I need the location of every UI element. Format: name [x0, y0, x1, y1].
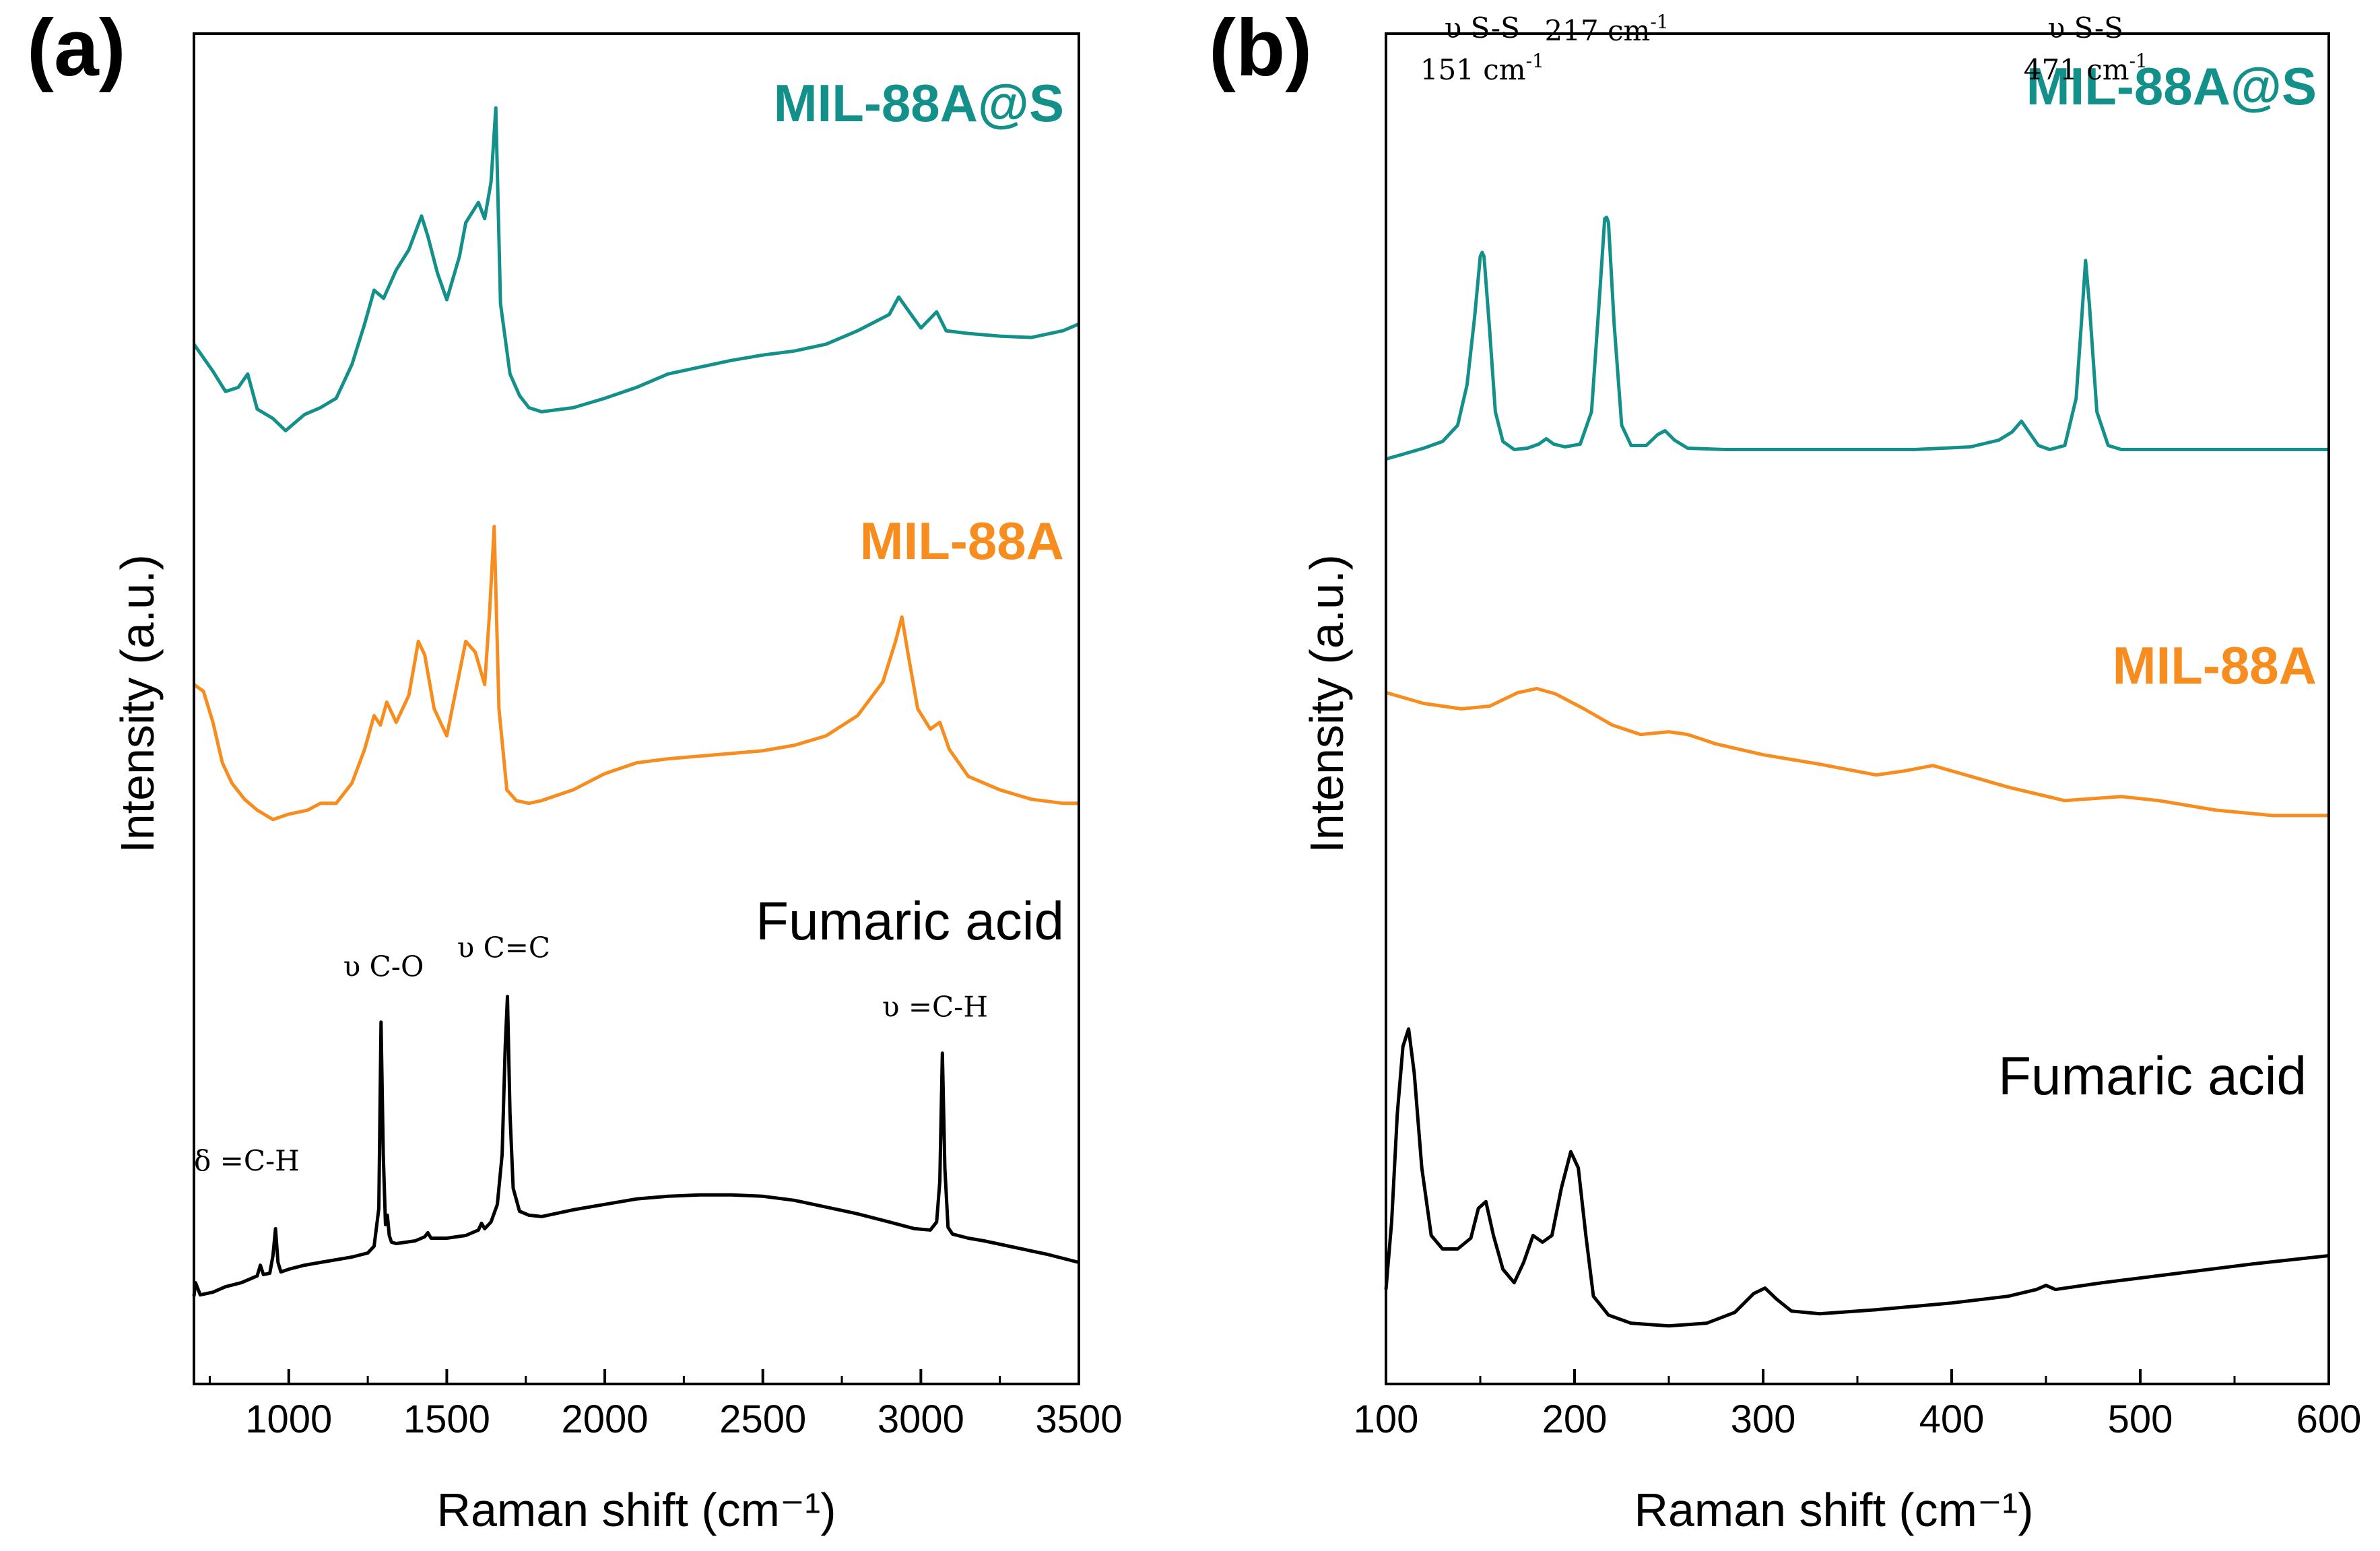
- panel-a-ticks-layer: 1000 1500 2000 2500 3000 3500: [208, 1369, 1123, 1441]
- series-line-mil-88a: [193, 525, 1079, 822]
- panel-b-ylabel: Intensity (a.u.): [1300, 554, 1353, 853]
- series-line-mil-88a: [1385, 686, 2329, 818]
- panel-b-letter: (b): [1209, 3, 1312, 93]
- peak-annotation: δ =C-H: [194, 1144, 300, 1177]
- peak-annotation: υ C=C: [457, 931, 550, 964]
- panel-b-series-layer: MIL-88A@S MIL-88A Fumaric acid: [1384, 57, 2329, 1328]
- panel-b-xlabel: Raman shift (cm⁻¹): [1634, 1484, 2033, 1536]
- x-tick-label: 3000: [878, 1397, 964, 1441]
- series-line-fumaric-acid: [1384, 1027, 2329, 1328]
- panel-a-xlabel: Raman shift (cm⁻¹): [436, 1484, 836, 1536]
- superscript: -1: [1650, 11, 1668, 33]
- series-line-mil-88a-s: [192, 106, 1080, 432]
- x-tick-label: 300: [1731, 1397, 1796, 1441]
- peak-annotation: υ =C-H: [882, 991, 988, 1024]
- peak-annotation-wavenumber: 151 cm-1: [1420, 50, 1544, 86]
- series-label-mil-88a: MIL-88A: [2113, 636, 2317, 695]
- x-tick-label: 500: [2108, 1397, 2173, 1441]
- panel-a: (a) Intensity (a.u.) Raman shift (cm⁻¹) …: [27, 3, 1123, 1536]
- panel-a-ylabel: Intensity (a.u.): [111, 554, 164, 853]
- x-tick-label: 1000: [245, 1397, 332, 1441]
- panel-b-ticks-layer: 100 200 300 400 500 600: [1354, 1369, 2362, 1441]
- peak-annotation-wavenumber: 471 cm-1: [2024, 50, 2148, 86]
- series-label-mil-88a-s: MIL-88A@S: [774, 73, 1064, 133]
- x-tick-label: 200: [1542, 1397, 1608, 1441]
- x-tick-label: 3500: [1035, 1397, 1122, 1441]
- series-label-fumaric-acid: Fumaric acid: [1998, 1046, 2307, 1106]
- series-label-mil-88a: MIL-88A: [860, 511, 1064, 570]
- panel-b-frame: [1385, 32, 2330, 1385]
- x-tick-label: 600: [2296, 1397, 2362, 1441]
- panel-a-frame: [193, 32, 1080, 1385]
- peak-annotation-wavenumber: 217 cm-1: [1545, 11, 1669, 47]
- superscript: -1: [2129, 50, 2148, 72]
- series-label-fumaric-acid: Fumaric acid: [756, 891, 1064, 951]
- x-tick-label: 1500: [403, 1397, 490, 1441]
- x-tick-label: 2500: [719, 1397, 806, 1441]
- panel-b-annotations: υ S-S 151 cm-1 υ S-S 217 cm-1 υ S-S 471 cm-1: [1420, 0, 2148, 86]
- peak-annotation: υ S-S: [1445, 11, 1520, 44]
- peak-annotation: υ S-S: [2048, 11, 2123, 44]
- panel-a-annotations: δ =C-H υ C-O υ C=C υ =C-H: [194, 931, 988, 1177]
- series-line-mil-88a-s: [1385, 216, 2329, 461]
- x-tick-label: 400: [1919, 1397, 1985, 1441]
- series-label-mil-88a-s: MIL-88A@S: [2026, 57, 2317, 116]
- series-line-fumaric-acid: [192, 995, 1080, 1297]
- peak-annotation: υ C-O: [343, 950, 424, 983]
- superscript: -1: [1526, 50, 1544, 72]
- panel-a-letter: (a): [27, 3, 126, 93]
- peak-annotation: υ S-S: [1569, 0, 1645, 5]
- x-tick-label: 100: [1354, 1397, 1419, 1441]
- x-tick-label: 2000: [562, 1397, 649, 1441]
- panel-b: (b) Intensity (a.u.) Raman shift (cm⁻¹) …: [1209, 0, 2361, 1536]
- panel-a-series-layer: MIL-88A@S MIL-88A Fumaric acid: [192, 73, 1080, 1297]
